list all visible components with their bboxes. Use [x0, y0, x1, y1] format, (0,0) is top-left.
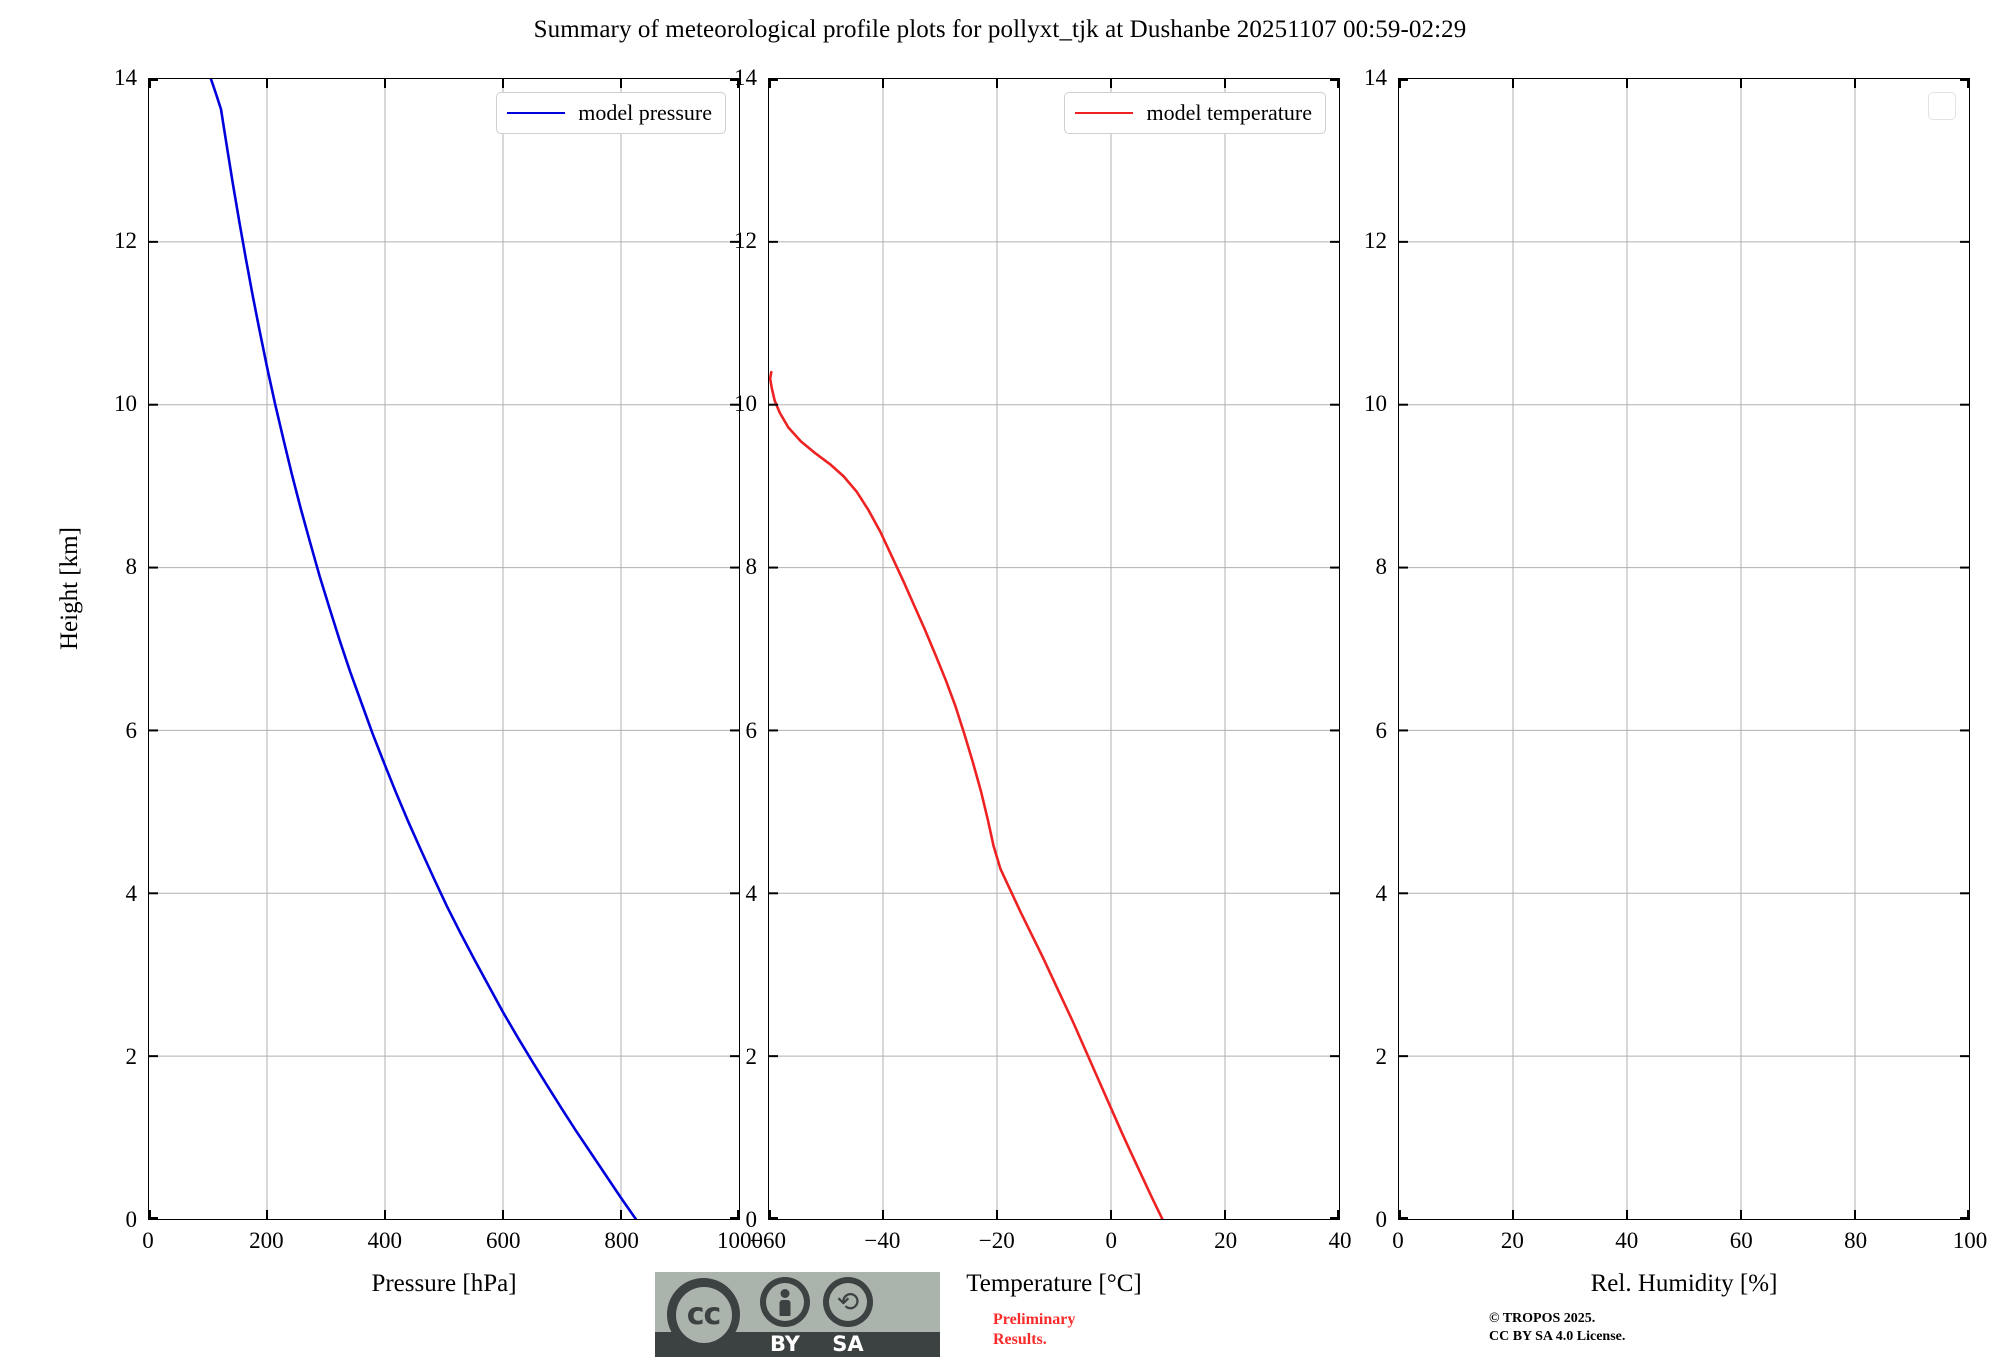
x-tick-label: −40 — [864, 1228, 901, 1253]
legend-label-temperature: model temperature — [1146, 100, 1312, 125]
y-tick-label: 8 — [1375, 554, 1388, 580]
x-tick-label: 800 — [604, 1228, 639, 1253]
x-tick-label: 20 — [1214, 1228, 1238, 1253]
x-tick-label: 400 — [367, 1228, 403, 1253]
plot-area-humidity[interactable] — [1398, 78, 1970, 1220]
y-tick-label: 6 — [745, 717, 758, 743]
y-tick-label: 8 — [125, 554, 138, 580]
x-tick-label: 0 — [142, 1228, 154, 1253]
x-tick-label: 0 — [1105, 1228, 1117, 1253]
y-tick-label: 12 — [734, 228, 757, 254]
data-series-line — [769, 370, 1164, 1219]
y-tick-label: 10 — [114, 391, 137, 417]
y-tick-label: 6 — [1375, 717, 1388, 743]
legend-pressure[interactable]: model pressure — [496, 92, 726, 134]
cc-by-person-icon — [760, 1277, 810, 1327]
y-tick-label: 14 — [1364, 65, 1387, 90]
y-tick-label: 10 — [734, 391, 757, 417]
y-tick-label: 6 — [125, 717, 138, 743]
cc-sa-share-alike-icon: ⟳ — [823, 1277, 873, 1327]
legend-humidity-empty[interactable] — [1928, 92, 1956, 120]
y-tick-label: 4 — [745, 880, 758, 906]
humidity-curve-svg — [1399, 79, 1969, 1219]
y-tick-label: 12 — [114, 228, 137, 254]
cc-sa-inner: ⟳ — [829, 1283, 867, 1321]
y-axis-label: Height [km] — [56, 527, 83, 650]
person-head-shape — [780, 1289, 790, 1298]
cc-letters: cc — [675, 1286, 732, 1343]
y-tick-label: 2 — [745, 1043, 758, 1069]
y-tick-label: 0 — [1375, 1207, 1388, 1232]
y-tick-label: 2 — [1375, 1043, 1388, 1069]
x-tick-label: −60 — [750, 1228, 786, 1253]
panel-pressure: model pressure Pressure [hPa] 0 200 400 600… — [114, 65, 763, 1297]
x-tick-label: 80 — [1844, 1228, 1868, 1253]
person-body-shape — [779, 1300, 791, 1316]
legend-swatch-temperature — [1075, 112, 1134, 114]
legend-swatch-pressure — [507, 112, 566, 114]
x-tick-label: 40 — [1615, 1228, 1639, 1253]
cc-sa-label: SA — [832, 1332, 864, 1356]
x-tick-label: −20 — [978, 1228, 1015, 1253]
y-tick-label: 14 — [734, 65, 757, 90]
panel-humidity: Rel. Humidity [%] 0 20 40 60 80 100 0 2 4 6 8 10 12 1… — [1364, 65, 1987, 1297]
y-tick-label: 8 — [745, 554, 758, 580]
panel-temperature: model temperature Temperature [°C] −60 −4… — [734, 65, 1352, 1297]
y-tick-label: 10 — [1364, 391, 1387, 417]
plot-area-temperature[interactable] — [768, 78, 1340, 1220]
data-series-line — [209, 79, 638, 1219]
x-tick-label: 40 — [1328, 1228, 1352, 1253]
cc-logo-icon: cc — [667, 1278, 740, 1351]
pressure-curve-svg — [149, 79, 739, 1219]
legend-temperature[interactable]: model temperature — [1064, 92, 1326, 134]
y-tick-label: 4 — [1375, 880, 1388, 906]
cc-by-label: BY — [769, 1332, 801, 1356]
x-tick-label: 1000 — [717, 1228, 763, 1253]
cc-by-inner — [766, 1283, 804, 1321]
legend-label-pressure: model pressure — [578, 100, 712, 125]
x-tick-label: 60 — [1729, 1228, 1753, 1253]
plot-area-pressure[interactable] — [148, 78, 740, 1220]
x-tick-label: 600 — [485, 1228, 521, 1253]
x-tick-label: 200 — [249, 1228, 284, 1253]
x-tick-label: 20 — [1500, 1228, 1524, 1253]
y-tick-label: 4 — [125, 880, 138, 906]
copyright-notice: © TROPOS 2025. CC BY SA 4.0 License. — [1489, 1311, 1626, 1344]
creative-commons-badge-icon: cc ⟳ BY SA — [655, 1272, 940, 1357]
preliminary-results-note: Preliminary Results. — [993, 1311, 1076, 1348]
circular-arrow-icon: ⟳ — [836, 1286, 860, 1318]
y-tick-label: 12 — [1364, 228, 1387, 254]
x-tick-label: 100 — [1952, 1228, 1988, 1253]
x-axis-label-pressure: Pressure [hPa] — [371, 1270, 517, 1297]
x-axis-label-temperature: Temperature [°C] — [966, 1270, 1142, 1297]
temperature-curve-svg — [769, 79, 1339, 1219]
y-tick-label: 0 — [745, 1207, 758, 1232]
page-title: Summary of meteorological profile plots … — [533, 16, 1467, 43]
x-tick-label: 0 — [1392, 1228, 1404, 1253]
y-tick-label: 0 — [125, 1207, 138, 1232]
y-tick-label: 2 — [125, 1043, 138, 1069]
y-tick-label: 14 — [114, 65, 137, 90]
x-axis-label-humidity: Rel. Humidity [%] — [1590, 1270, 1778, 1297]
